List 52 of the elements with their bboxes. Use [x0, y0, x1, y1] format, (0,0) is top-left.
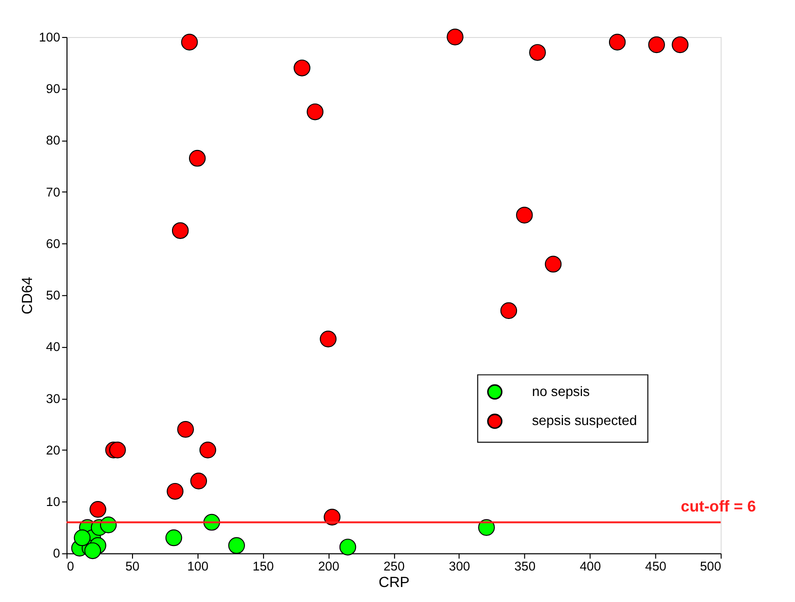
- point: [608, 34, 626, 50]
- point: [181, 34, 198, 50]
- y-axis-title: CD64: [20, 276, 36, 314]
- point: [188, 150, 206, 167]
- y-tick-label: 50: [46, 288, 60, 303]
- point: [672, 36, 688, 54]
- x-tick-label: 150: [252, 558, 274, 574]
- point: [320, 330, 337, 348]
- point: [177, 421, 194, 438]
- x-tick-label: 400: [580, 558, 601, 574]
- y-tick-label: 0: [53, 546, 60, 561]
- point: [172, 222, 189, 239]
- x-tick-label: 0: [66, 558, 74, 574]
- point: [90, 501, 106, 518]
- x-tick-label: 100: [187, 558, 208, 574]
- point: [165, 529, 182, 546]
- ref-line-label: cut-off = 6: [680, 498, 756, 516]
- y-tick-label: 20: [46, 442, 60, 458]
- point: [294, 60, 310, 76]
- y-tick-label: 70: [46, 184, 60, 200]
- y-tick-label: 30: [46, 390, 60, 406]
- point: [84, 542, 102, 560]
- x-tick-label: 300: [448, 558, 470, 574]
- x-tick-label: 350: [514, 558, 536, 574]
- point: [306, 103, 324, 120]
- y-tick-label: 90: [46, 81, 60, 96]
- point: [74, 529, 91, 546]
- legend-label: no sepsis: [532, 384, 590, 399]
- point: [109, 442, 126, 458]
- legend-label: sepsis suspected: [532, 413, 637, 428]
- y-tick-label: 60: [46, 236, 60, 251]
- x-tick-label: 500: [700, 558, 722, 574]
- point: [648, 36, 665, 54]
- point: [544, 256, 562, 272]
- point: [516, 206, 533, 224]
- point: [500, 302, 518, 319]
- point: [228, 537, 245, 554]
- x-tick-label: 200: [318, 558, 340, 574]
- x-tick-label: 450: [645, 558, 666, 574]
- point: [190, 472, 208, 490]
- y-tick-label: 80: [46, 132, 60, 148]
- x-tick-label: 50: [125, 558, 140, 574]
- y-tick-label: 10: [46, 494, 60, 510]
- point: [339, 538, 356, 556]
- point: [529, 44, 546, 61]
- point: [446, 28, 464, 46]
- y-tick-label: 100: [38, 29, 60, 44]
- x-tick-label: 250: [383, 558, 405, 574]
- point: [199, 442, 216, 458]
- point: [166, 482, 184, 500]
- y-tick-label: 40: [46, 339, 60, 354]
- x-axis-title: CRP: [378, 575, 410, 592]
